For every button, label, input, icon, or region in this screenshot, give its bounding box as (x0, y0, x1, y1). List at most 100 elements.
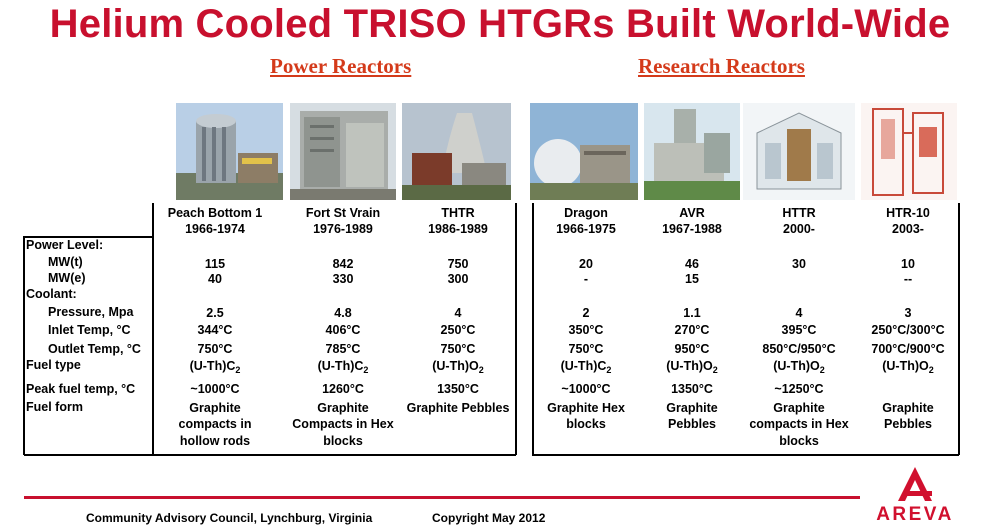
fuel-type-text: (U-Th)C (560, 359, 607, 373)
reactor-fuel-type-cell: (U-Th)C2 (152, 358, 278, 378)
footer-rule (24, 496, 860, 499)
reactor-years-cell: 2003- (892, 222, 924, 236)
reactor-pressure-cell: 4 (454, 306, 462, 320)
reactor-form1-cell: Graphite (666, 401, 718, 415)
row-label-peak: Peak fuel temp, °C (26, 382, 136, 396)
reactor-form3-cell: hollow rods (179, 434, 251, 448)
reactor-name-cell: THTR (441, 206, 475, 220)
table-rule (24, 236, 153, 238)
areva-a-icon (898, 467, 932, 501)
footer-copyright: Copyright May 2012 (432, 511, 546, 525)
fuel-type-subscript: 2 (712, 365, 718, 375)
fuel-type-text: (U-Th)O (773, 359, 820, 373)
reactor-mwe-cell: 40 (208, 272, 222, 286)
thtr-photo (402, 103, 511, 200)
reactor-inlet-cell: 350°C (568, 323, 604, 337)
reactor-peak-cell: 1260°C (322, 382, 364, 396)
table-rule (515, 203, 517, 455)
fuel-type-subscript: 2 (606, 365, 612, 375)
table-rule (24, 454, 153, 456)
reactor-inlet-cell: 250°C (440, 323, 476, 337)
reactor-form3-cell: blocks (323, 434, 363, 448)
footer-council: Community Advisory Council, Lynchburg, V… (86, 511, 373, 525)
reactor-outlet-cell: 750°C (197, 342, 233, 356)
reactor-outlet-cell: 950°C (674, 342, 710, 356)
reactor-inlet-cell: 395°C (781, 323, 817, 337)
reactor-fuel-type-cell: (U-Th)C2 (280, 358, 406, 378)
reactor-mwt-cell: 30 (792, 257, 806, 271)
reactor-outlet-cell: 750°C (568, 342, 604, 356)
row-label-mwt: MW(t) (48, 255, 83, 269)
reactor-outlet-cell: 750°C (440, 342, 476, 356)
reactor-years-cell: 1966-1975 (556, 222, 616, 236)
reactor-form2-cell: Compacts in Hex (292, 417, 394, 431)
reactor-peak-cell: 1350°C (671, 382, 713, 396)
reactor-form1-cell: Graphite (189, 401, 241, 415)
reactor-mwe-cell: - (583, 272, 589, 286)
reactor-fuel-type-cell: (U-Th)O2 (642, 358, 742, 378)
reactor-mwt-cell: 20 (579, 257, 593, 271)
fort-st-vrain-photo (290, 103, 396, 200)
reactor-pressure-cell: 2 (582, 306, 590, 320)
reactor-years-cell: 2000- (783, 222, 815, 236)
row-label-fuel-form: Fuel form (26, 400, 83, 414)
reactor-form2-cell: Pebbles (884, 417, 932, 431)
reactor-form1-cell: Graphite Hex (547, 401, 625, 415)
reactor-inlet-cell: 250°C/300°C (871, 323, 945, 337)
row-label-mwe: MW(e) (48, 271, 86, 285)
reactor-inlet-cell: 406°C (325, 323, 361, 337)
reactor-peak-cell: 1350°C (437, 382, 479, 396)
reactor-years-cell: 1966-1974 (185, 222, 245, 236)
reactor-years-cell: 1976-1989 (313, 222, 373, 236)
reactor-form2-cell: compacts in (178, 417, 252, 431)
reactor-mwe-cell: 330 (332, 272, 354, 286)
fuel-type-subscript: 2 (235, 365, 241, 375)
fuel-type-text: (U-Th)O (882, 359, 929, 373)
dragon-photo (530, 103, 638, 200)
reactor-peak-cell: ~1000°C (561, 382, 611, 396)
reactor-pressure-cell: 2.5 (206, 306, 224, 320)
row-label-coolant: Coolant: (26, 287, 77, 301)
reactor-inlet-cell: 344°C (197, 323, 233, 337)
row-label-inlet: Inlet Temp, °C (48, 323, 131, 337)
reactor-pressure-cell: 3 (904, 306, 912, 320)
research-reactors-heading: Research Reactors (638, 54, 805, 78)
reactor-name-cell: HTTR (782, 206, 816, 220)
fuel-type-text: (U-Th)O (666, 359, 713, 373)
fuel-type-subscript: 2 (819, 365, 825, 375)
reactor-fuel-type-cell: (U-Th)O2 (402, 358, 514, 378)
httr-photo (743, 103, 855, 200)
reactor-peak-cell: ~1000°C (190, 382, 240, 396)
reactor-fuel-type-cell: (U-Th)O2 (858, 358, 958, 378)
reactor-name-cell: HTR-10 (886, 206, 930, 220)
reactor-mwe-cell: -- (903, 272, 913, 286)
reactor-pressure-cell: 4 (795, 306, 803, 320)
row-label-pressure: Pressure, Mpa (48, 305, 134, 319)
reactor-form1-cell: Graphite Pebbles (406, 401, 510, 415)
slide-title: Helium Cooled TRISO HTGRs Built World-Wi… (49, 2, 951, 46)
table-rule (958, 203, 960, 455)
table-rule (152, 454, 516, 456)
reactor-mwt-cell: 10 (901, 257, 915, 271)
reactor-form1-cell: Graphite (317, 401, 369, 415)
reactor-form2-cell: Pebbles (668, 417, 716, 431)
fuel-type-text: (U-Th)O (432, 359, 479, 373)
reactor-pressure-cell: 4.8 (334, 306, 352, 320)
reactor-outlet-cell: 850°C/950°C (762, 342, 836, 356)
areva-logo-text: AREVA (876, 504, 954, 525)
peach-bottom-photo (176, 103, 283, 200)
table-rule (532, 203, 534, 455)
fuel-type-subscript: 2 (478, 365, 484, 375)
reactor-outlet-cell: 785°C (325, 342, 361, 356)
reactor-fuel-type-cell: (U-Th)C2 (531, 358, 641, 378)
reactor-form2-cell: blocks (566, 417, 606, 431)
reactor-years-cell: 1986-1989 (428, 222, 488, 236)
reactor-name-cell: Fort St Vrain (305, 206, 381, 220)
row-label-fuel-type: Fuel type (26, 358, 81, 372)
reactor-mwe-cell: 300 (447, 272, 469, 286)
fuel-type-subscript: 2 (363, 365, 369, 375)
reactor-outlet-cell: 700°C/900°C (871, 342, 945, 356)
reactor-name-cell: Peach Bottom 1 (167, 206, 263, 220)
row-label-power-level: Power Level: (26, 238, 104, 252)
row-label-outlet: Outlet Temp, °C (48, 342, 141, 356)
